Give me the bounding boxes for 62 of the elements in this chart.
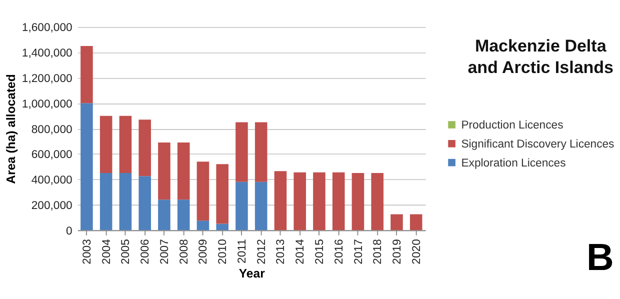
bar [352,172,364,230]
x-tick-label: 2013 [275,239,288,264]
x-tick-label: 2016 [333,239,346,264]
y-tick-label: 600,000 [31,149,72,162]
bar [236,122,248,182]
x-tick-label: 2006 [140,239,152,264]
bar [177,200,190,230]
x-tick-label: 2017 [352,239,365,264]
bar [294,172,306,230]
bar [371,172,384,230]
legend-label: Significant Discovery Licences [461,138,615,150]
text: B [586,236,614,279]
y-tick-label: 800,000 [31,124,72,136]
bar [332,172,345,230]
bar [196,220,210,230]
x-axis-title: Year [238,266,266,281]
y-axis-title: Area (ha) allocated [4,74,18,184]
text: Mackenzie Delta and Arctic Islands [468,36,614,78]
x-tick-label: 2004 [100,239,113,264]
bar [138,120,151,176]
legend-label: Exploration Licences [461,157,566,170]
bar [119,116,132,173]
bar [196,162,210,221]
x-tick-label: 2010 [217,239,230,264]
bar [80,103,93,230]
x-tick-label: 2012 [256,239,268,264]
x-tick-label: 2011 [236,239,248,264]
y-tick-label: 1,600,000 [22,22,72,34]
bar [158,142,170,200]
bar [274,171,287,230]
x-tick-label: 2003 [81,239,94,264]
y-tick-label: 200,000 [31,200,72,212]
x-tick-label: 2008 [178,239,190,264]
legend-label: Production Licences [461,120,564,132]
bar [313,172,326,230]
bar [236,182,248,230]
bar [216,224,228,230]
y-tick-label: 400,000 [31,174,72,187]
x-tick-label: 2020 [410,239,423,264]
bar [177,142,190,200]
y-tick-label: 1,200,000 [22,72,72,85]
bar [390,214,403,230]
bar [410,214,422,230]
y-tick-label: 1,400,000 [22,48,72,60]
x-tick-label: 2018 [372,239,384,264]
bar [254,182,268,230]
bar [216,164,228,224]
bar [80,46,93,104]
x-tick-label: 2005 [120,239,132,264]
y-tick-label: 0 [66,225,72,238]
bar [158,200,170,230]
bar [254,122,268,182]
x-tick-label: 2007 [158,239,171,264]
x-tick-label: 2014 [294,239,307,264]
bar [119,172,132,230]
x-tick-label: 2019 [392,239,404,264]
x-tick-label: 2015 [314,239,326,264]
bar [138,176,151,230]
bar [100,116,112,173]
x-tick-label: 2009 [198,239,210,264]
bar [100,172,112,230]
y-tick-label: 1,000,000 [22,98,72,110]
